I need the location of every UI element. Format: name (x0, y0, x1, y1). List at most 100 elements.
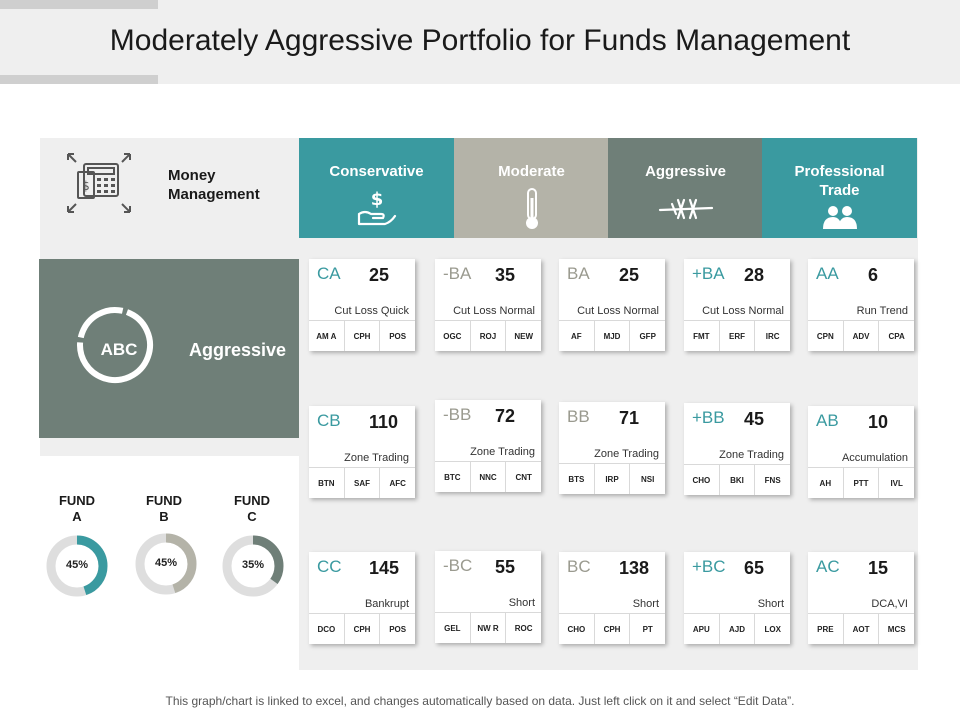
header-accent-bottom (0, 75, 158, 84)
card-tag: OGC (435, 321, 471, 351)
fund-a-percent: 45% (65, 559, 89, 571)
category-label: Aggressive (645, 163, 726, 180)
card-ca: CA 25 Cut Loss Quick AM A CPH POS (309, 259, 415, 351)
card-tag: BTN (309, 468, 345, 498)
card-number: 15 (868, 558, 889, 578)
fund-c-label: FUND C (222, 493, 282, 525)
card-tag: SAF (345, 468, 381, 498)
abc-side-label: Aggressive (189, 340, 287, 360)
card-tags: BTN SAF AFC (309, 467, 415, 498)
card-tag: FNS (764, 475, 781, 485)
card-description: Zone Trading (594, 448, 659, 460)
card-tag: POS (389, 331, 407, 341)
header-band (0, 0, 960, 84)
card-tags: DCO CPH POS (309, 613, 415, 644)
fund-c-arc (222, 535, 284, 597)
category-label-line2: Trade (819, 182, 860, 199)
thermometer-icon (525, 188, 538, 229)
card-tags: AF MJD GFP (559, 320, 665, 351)
card-tag: ROJ (471, 321, 507, 351)
page-title: Moderately Aggressive Portfolio for Fund… (109, 24, 851, 57)
card-code: AA (816, 264, 839, 283)
card-tags: CPN ADV CPA (808, 320, 914, 351)
card-number: 110 (369, 412, 399, 432)
card-tags: CHO CPH PT (559, 613, 665, 644)
fund-c-name-line2: C (247, 509, 257, 524)
card-tag: CPH (345, 614, 381, 644)
card-cc: CC 145 Bankrupt DCO CPH POS (309, 552, 415, 644)
card-code: CC (317, 557, 342, 576)
header-accent-top (0, 0, 158, 9)
card-number: 65 (744, 558, 765, 578)
card-tag: CHO (559, 614, 595, 644)
card-tags: BTS IRP NSI (559, 463, 665, 494)
card-tags: BTC NNC CNT (435, 461, 541, 492)
card-code: +BA (692, 264, 725, 283)
card-tag: FMT (684, 321, 720, 351)
card-tag: ROC (514, 623, 533, 633)
fund-c-name-line1: FUND (233, 493, 271, 508)
card-code: +BB (692, 408, 725, 427)
card-description: Zone Trading (344, 452, 409, 464)
card-number: 72 (495, 406, 516, 426)
card-tag: POS (389, 624, 407, 634)
card-tags: OGC ROJ NEW (435, 320, 541, 351)
barbed-wire-icon (658, 198, 713, 220)
fund-c-percent: 35% (241, 559, 265, 571)
card-tag: MJD (595, 321, 631, 351)
fund-b-percent: 45% (154, 557, 178, 569)
card-code: BB (567, 407, 590, 426)
card-ac: AC 15 DCA,VI PRE AOT MCS (808, 552, 914, 644)
card-tag: BTC (435, 462, 471, 492)
card-number: 25 (619, 265, 640, 285)
card-minus-ba: -BA 35 Cut Loss Normal OGC ROJ NEW (435, 259, 541, 351)
card-number: 25 (369, 265, 390, 285)
card-tags: GEL NW R ROC (435, 612, 541, 643)
card-tag: NNC (471, 462, 507, 492)
card-tags: AH PTT IVL (808, 467, 914, 498)
card-tag: AH (808, 468, 844, 498)
card-number: 145 (369, 558, 400, 578)
card-tag: MCS (887, 624, 906, 634)
fund-b-donut (135, 533, 197, 595)
card-description: Accumulation (841, 452, 908, 464)
card-code: -BC (443, 556, 473, 575)
category-label: Moderate (498, 163, 565, 180)
fund-a-name-line1: FUND (58, 493, 96, 508)
card-cb: CB 110 Zone Trading BTN SAF AFC (309, 406, 415, 498)
card-code: BA (567, 264, 590, 283)
category-professional-trade: Professional Trade (762, 138, 917, 238)
card-code: CA (317, 264, 341, 283)
card-tag: BTS (559, 464, 595, 494)
money-management-line2: Management (168, 186, 260, 203)
card-tag: IRC (765, 331, 780, 341)
card-code: +BC (692, 557, 726, 576)
card-tag: ERF (720, 321, 756, 351)
fund-b-name-line1: FUND (145, 493, 183, 508)
footer-note: This graph/chart is linked to excel, and… (165, 694, 795, 708)
money-management-line1: Money (168, 167, 216, 184)
card-description: Cut Loss Normal (702, 305, 784, 317)
card-tag: NW R (471, 613, 507, 643)
card-tag: ADV (844, 321, 880, 351)
card-tag: BKI (720, 465, 756, 495)
card-tag: CPN (808, 321, 844, 351)
card-tags: PRE AOT MCS (808, 613, 914, 644)
fund-a-label: FUND A (47, 493, 107, 525)
card-tag: APU (684, 614, 720, 644)
fund-a-donut (46, 535, 108, 597)
card-tags: APU AJD LOX (684, 613, 790, 644)
category-label-line1: Professional (794, 163, 885, 180)
card-tags: AM A CPH POS (309, 320, 415, 351)
fund-b-label: FUND B (134, 493, 194, 525)
fund-a-name-line2: A (72, 509, 82, 524)
calculator-money-icon: $ (67, 153, 131, 213)
card-tag: PRE (808, 614, 844, 644)
card-description: Bankrupt (364, 598, 409, 610)
people-icon (822, 206, 857, 229)
abc-ring (77, 307, 153, 383)
card-number: 10 (868, 412, 889, 432)
card-tag: PT (642, 624, 653, 634)
card-description: Zone Trading (719, 449, 784, 461)
card-tag: NEW (514, 331, 534, 341)
